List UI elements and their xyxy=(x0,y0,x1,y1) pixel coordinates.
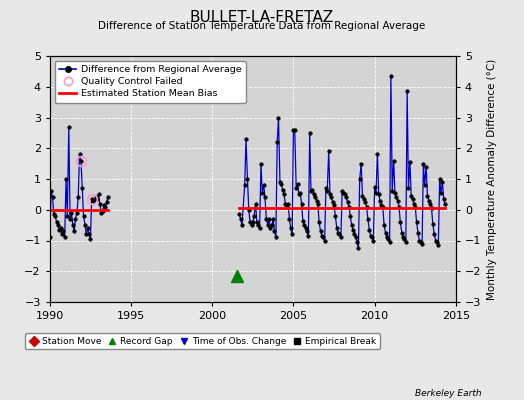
Y-axis label: Monthly Temperature Anomaly Difference (°C): Monthly Temperature Anomaly Difference (… xyxy=(487,58,497,300)
Text: Difference of Station Temperature Data from Regional Average: Difference of Station Temperature Data f… xyxy=(99,21,425,31)
Text: BULLET-LA-FRETAZ: BULLET-LA-FRETAZ xyxy=(190,10,334,25)
Legend: Difference from Regional Average, Quality Control Failed, Estimated Station Mean: Difference from Regional Average, Qualit… xyxy=(54,61,246,103)
Text: Berkeley Earth: Berkeley Earth xyxy=(416,389,482,398)
Legend: Station Move, Record Gap, Time of Obs. Change, Empirical Break: Station Move, Record Gap, Time of Obs. C… xyxy=(26,333,380,350)
